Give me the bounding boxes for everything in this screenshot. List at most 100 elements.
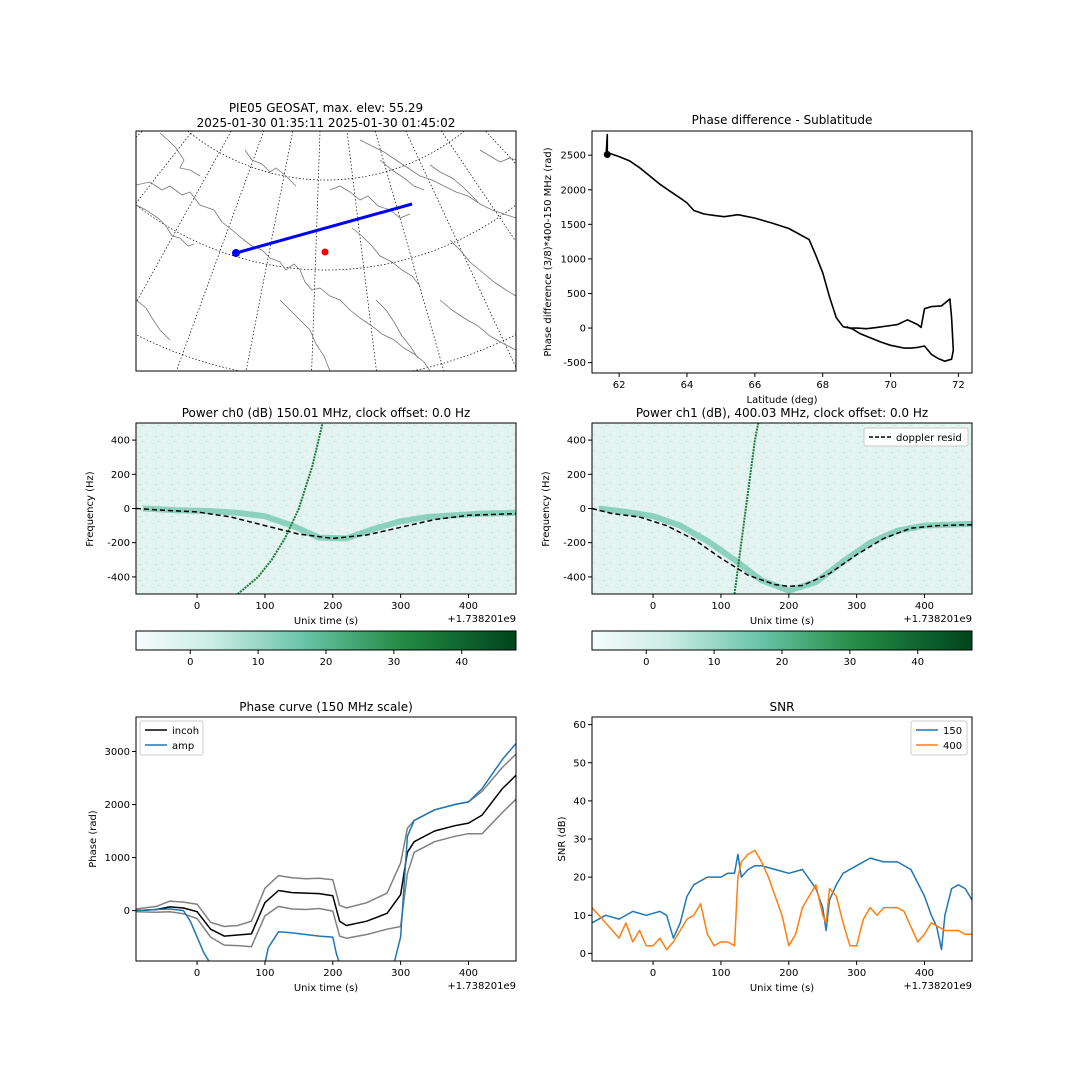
x-tick-label: 0 <box>650 601 656 612</box>
y-tick-label: -400 <box>563 572 586 583</box>
power-ch0-traces <box>136 423 516 594</box>
interference-trace <box>733 423 760 594</box>
x-tick-label: 200 <box>323 601 342 612</box>
signal-trace <box>598 505 972 594</box>
phase-lat-lines <box>603 133 955 363</box>
legend-box <box>863 427 969 447</box>
meridian-line <box>0 44 202 352</box>
x-tick-label: 200 <box>779 601 798 612</box>
x-tick-label: 100 <box>255 968 274 979</box>
colorbar-tick-label: 30 <box>387 657 400 668</box>
y-tick-label: 0 <box>580 324 586 335</box>
y-tick-label: 2000 <box>561 185 586 196</box>
track-start-point <box>232 249 240 257</box>
satellite-track <box>235 202 413 255</box>
signal-trace <box>142 505 516 542</box>
x-tick-label: 200 <box>779 968 798 979</box>
colorbar-tick-label: 0 <box>643 657 649 668</box>
phase-lat-frame <box>591 130 973 374</box>
y-tick-label: 60 <box>573 720 586 731</box>
x-tick-label: 300 <box>391 601 410 612</box>
receiver-location <box>321 248 329 256</box>
power-ch1-legend: doppler resid <box>863 427 969 447</box>
x-tick-label: 200 <box>323 968 342 979</box>
map-title-line2: 2025-01-30 01:35:11 2025-01-30 01:45:02 <box>197 116 456 130</box>
power-ch1-xlabel: Unix time (s) <box>750 616 814 627</box>
snr-panel: SNR 0 100 200 300 400 0 10 20 30 40 50 60 150 400 U… <box>557 700 973 994</box>
x-tick-label: 66 <box>748 380 761 391</box>
y-tick-label: -200 <box>107 538 130 549</box>
x-tick-label: 70 <box>884 380 897 391</box>
phase-lat-line <box>605 133 955 363</box>
x-tick-label: 62 <box>613 380 626 391</box>
power-ch1-offset: +1.738201e9 <box>903 614 972 625</box>
meridian-line <box>457 33 938 300</box>
legend-doppler-label: doppler resid <box>896 433 962 444</box>
y-tick-label: 1000 <box>105 853 130 864</box>
colorbar-tick-label: 10 <box>252 657 265 668</box>
y-tick-label: 2000 <box>105 800 130 811</box>
y-tick-label: 20 <box>573 873 586 884</box>
y-tick-label: 400 <box>111 436 130 447</box>
snr-legend: 150 400 <box>910 720 968 756</box>
x-tick-label: 68 <box>816 380 829 391</box>
meridian-line <box>136 131 144 138</box>
power-ch0-xlabel: Unix time (s) <box>294 616 358 627</box>
meridian-line <box>440 131 516 243</box>
phase-curve-amp-line <box>136 743 516 961</box>
x-tick-label: 100 <box>711 968 730 979</box>
phase-lat-ylabel: Phase difference (3/8)*400-150 MHz (rad) <box>543 147 554 356</box>
phase-curve-ticks: 0 100 200 300 400 0 1000 2000 3000 <box>105 747 479 979</box>
meridian-line <box>311 131 321 371</box>
power-ch1-panel: Power ch1 (dB), 400.03 MHz, clock offset… <box>541 406 973 668</box>
meridian-line <box>245 131 294 371</box>
map-title-line1: PIE05 GEOSAT, max. elev: 55.29 <box>229 101 423 115</box>
x-tick-label: 300 <box>391 968 410 979</box>
power-ch1-ticks: 0 100 200 300 400 -400 -200 0 200 400 <box>563 436 934 612</box>
power-ch1-colorbar-ticks: 0 10 20 30 40 <box>643 650 924 668</box>
phase-curve-frame <box>135 716 517 962</box>
y-tick-label: -400 <box>107 572 130 583</box>
power-ch1-colorbar <box>591 630 973 651</box>
meridian-line <box>346 131 377 371</box>
latitude-circle <box>136 204 516 271</box>
phase-lat-panel: Phase difference - Sublatitude 62 64 66 68 7… <box>543 113 973 406</box>
x-tick-label: 400 <box>459 601 478 612</box>
x-tick-label: 0 <box>650 968 656 979</box>
colorbar-tick-label: 40 <box>455 657 468 668</box>
snr-400-line <box>592 849 972 951</box>
latitude-circle <box>136 334 516 371</box>
y-tick-label: 30 <box>573 835 586 846</box>
phase-curve-lower-line <box>136 798 516 948</box>
y-tick-label: 0 <box>124 504 130 515</box>
doppler-resid-line <box>592 507 972 588</box>
snr-ylabel: SNR (dB) <box>557 816 568 861</box>
phase-curve-panel: Phase curve (150 MHz scale) 0 100 200 300 40… <box>88 700 517 994</box>
power-ch1-title: Power ch1 (dB), 400.03 MHz, clock offset… <box>636 406 928 420</box>
map-frame <box>135 130 517 372</box>
meridian-line <box>176 131 265 371</box>
colorbar-tick-label: 0 <box>187 657 193 668</box>
x-tick-label: 300 <box>847 601 866 612</box>
snr-title: SNR <box>770 700 795 714</box>
y-tick-label: 1000 <box>561 254 586 265</box>
y-tick-label: 10 <box>573 911 586 922</box>
map-track <box>232 202 413 257</box>
power-ch0-colorbar-ticks: 0 10 20 30 40 <box>187 650 468 668</box>
x-tick-label: 0 <box>194 601 200 612</box>
power-ch1-traces <box>592 423 972 594</box>
x-tick-label: 100 <box>711 601 730 612</box>
snr-xlabel: Unix time (s) <box>750 983 814 994</box>
map-coastlines <box>136 132 516 371</box>
colorbar-tick-label: 30 <box>843 657 856 668</box>
legend-400-label: 400 <box>943 741 962 752</box>
snr-lines <box>592 849 972 951</box>
x-tick-label: 100 <box>255 601 274 612</box>
y-tick-label: 0 <box>580 504 586 515</box>
y-tick-label: 1500 <box>561 220 586 231</box>
phase-curve-incoh-line <box>136 774 516 937</box>
colorbar-tick-label: 40 <box>911 657 924 668</box>
y-tick-label: 40 <box>573 796 586 807</box>
x-tick-label: 400 <box>915 968 934 979</box>
